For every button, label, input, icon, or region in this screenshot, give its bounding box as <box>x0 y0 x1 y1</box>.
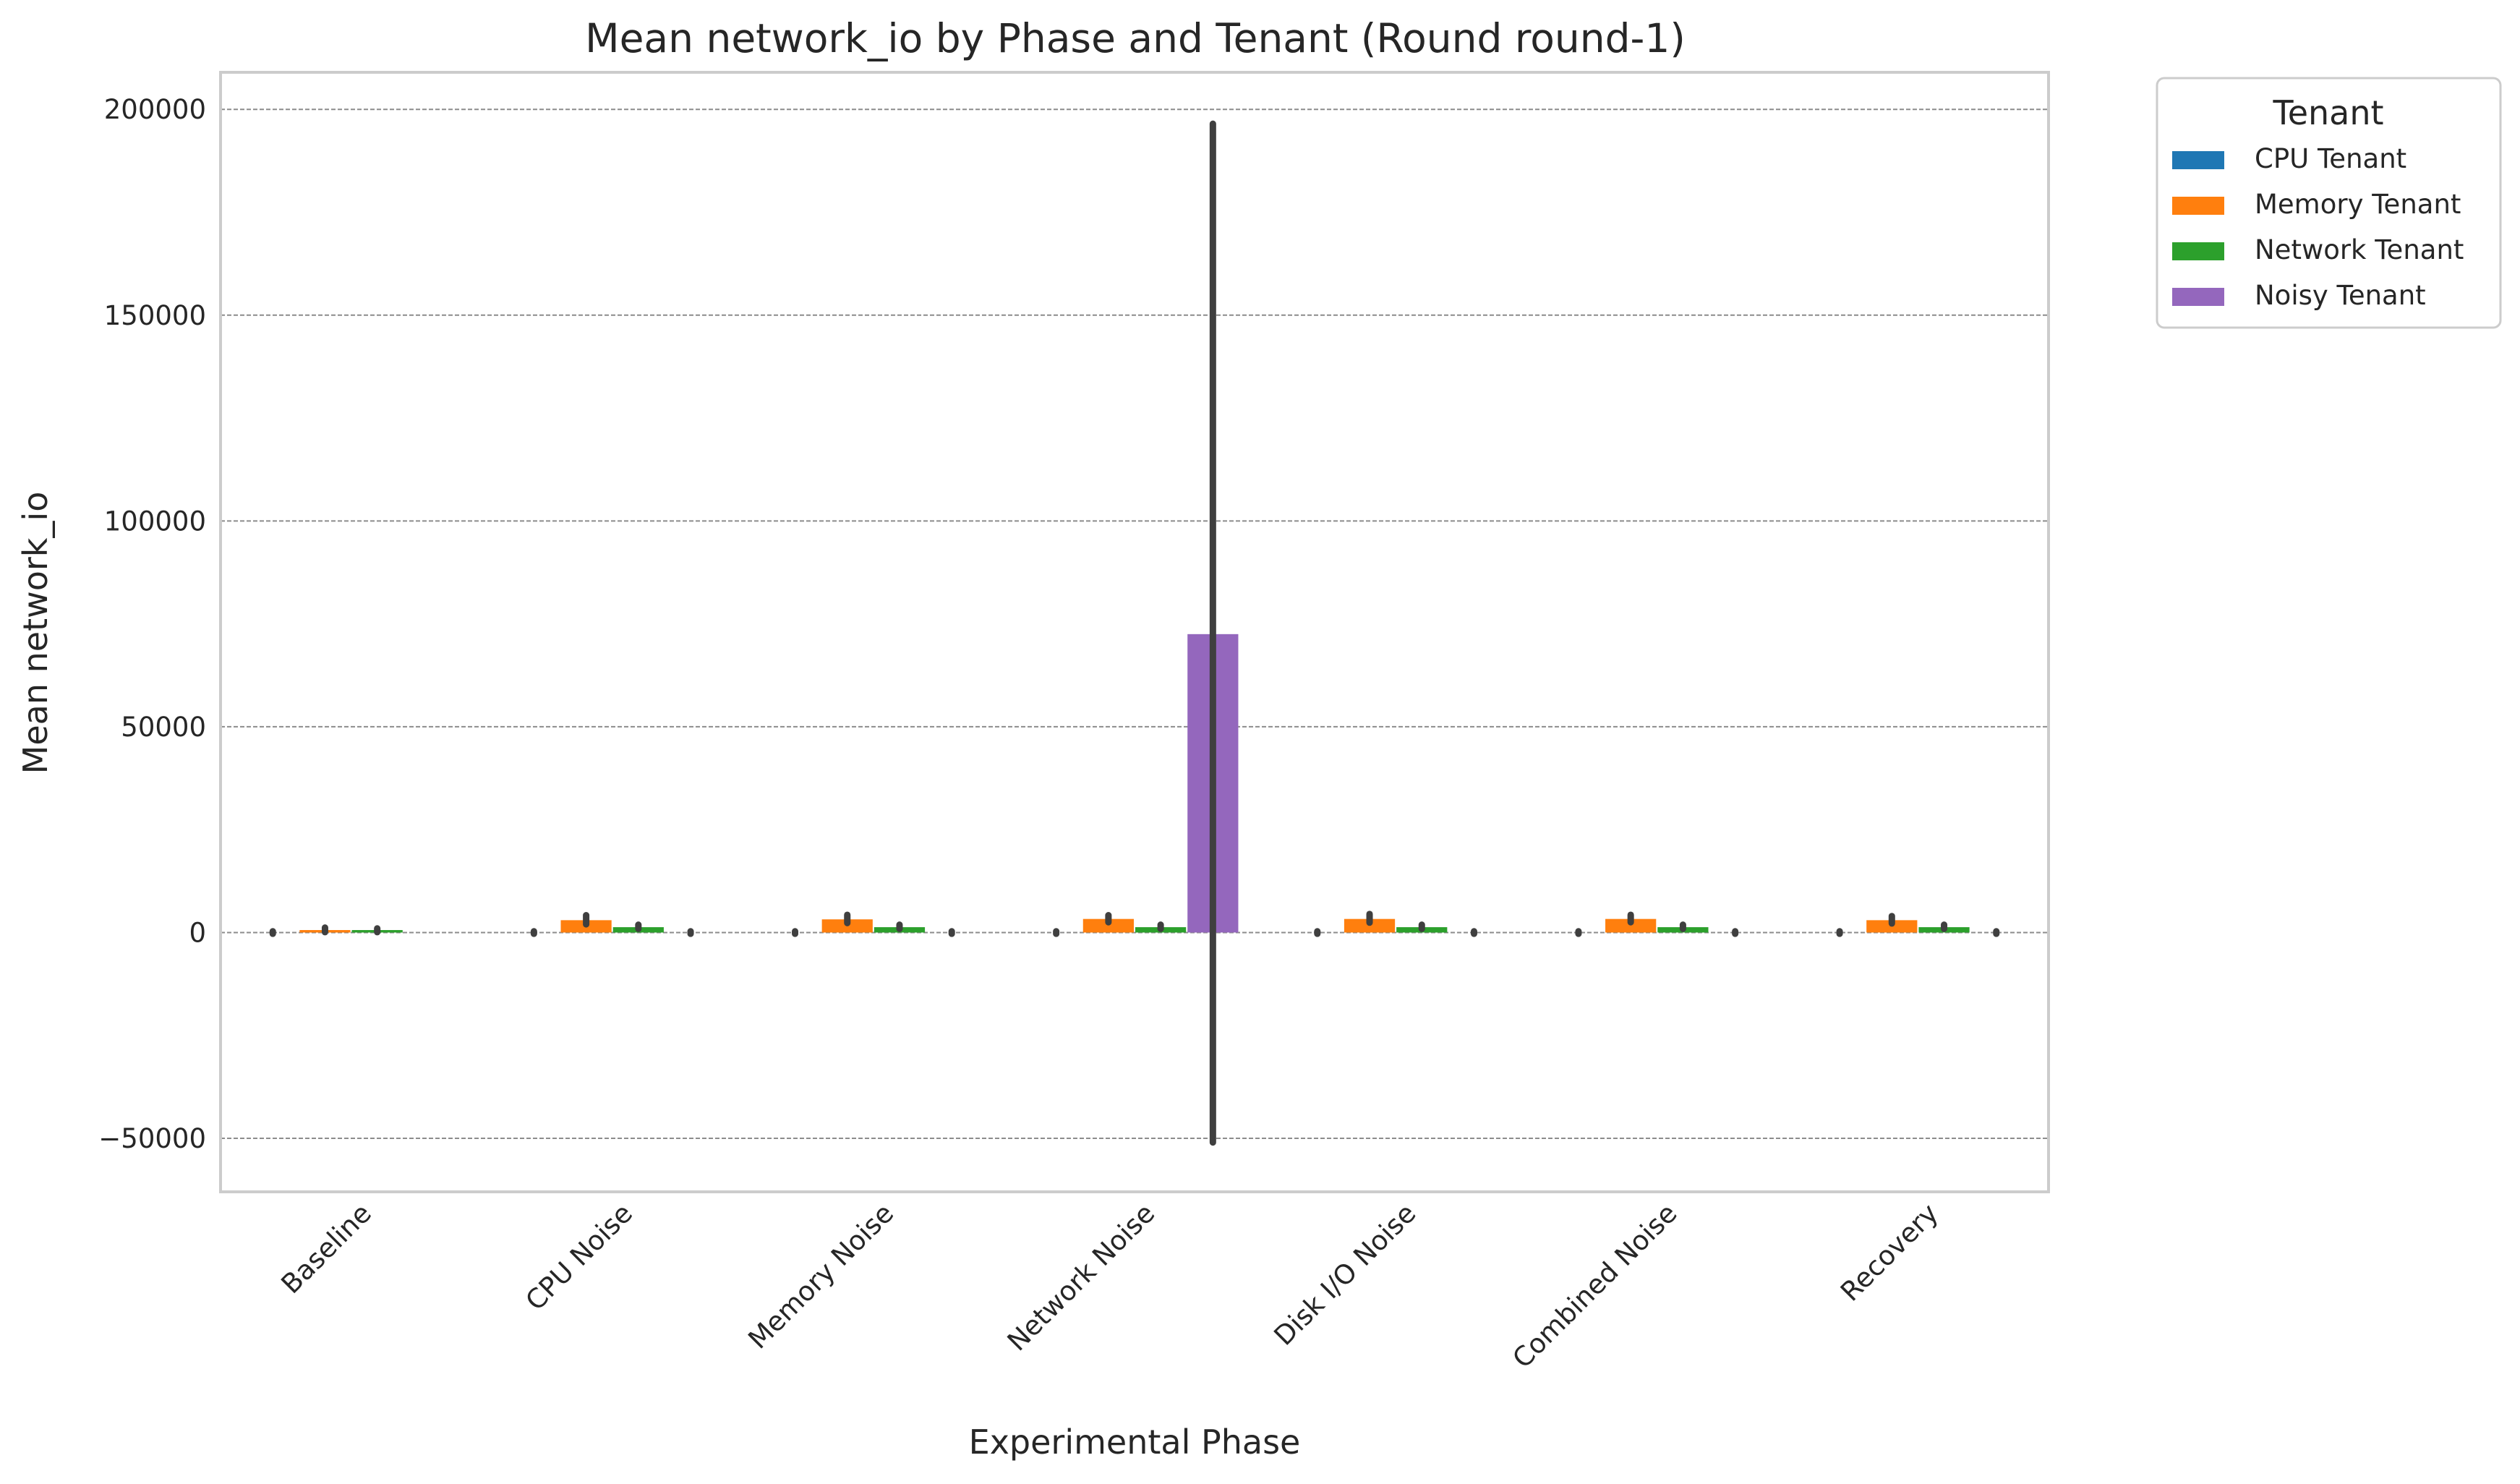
legend-swatch <box>2172 288 2224 306</box>
y-tick-label: 200000 <box>104 94 206 125</box>
legend-swatch <box>2172 242 2224 260</box>
plot-frame <box>219 71 2050 1193</box>
x-axis-title: Experimental Phase <box>969 1423 1301 1462</box>
legend-items: CPU Tenant Memory Tenant Network Tenant Noi… <box>2172 143 2464 311</box>
y-tick-label: 0 <box>189 917 206 948</box>
legend-label: Noisy Tenant <box>2255 280 2426 311</box>
y-tick-label: 150000 <box>104 300 206 331</box>
legend-swatch <box>2172 151 2224 169</box>
legend: Tenant CPU Tenant Memory Tenant Network Te… <box>2156 77 2502 329</box>
y-tick-label: −50000 <box>98 1123 206 1154</box>
error-bars <box>269 120 2000 1146</box>
bar <box>1082 918 1134 933</box>
y-tick-label: 100000 <box>104 506 206 537</box>
legend-label: Network Tenant <box>2255 234 2464 265</box>
legend-frame <box>2156 77 2502 329</box>
chart-title: Mean network_io by Phase and Tenant (Rou… <box>585 15 1686 61</box>
legend-title: Tenant <box>2272 93 2383 132</box>
legend-label: Memory Tenant <box>2255 189 2461 220</box>
legend-label: CPU Tenant <box>2255 143 2406 174</box>
legend-swatch <box>2172 197 2224 215</box>
bar <box>1605 918 1657 933</box>
grid-lines <box>221 108 2049 1140</box>
y-axis-title: Mean network_io <box>16 492 55 775</box>
y-tick-labels: −50000 0 50000 100000 150000 200000 <box>98 94 206 1154</box>
y-tick-label: 50000 <box>121 712 206 743</box>
